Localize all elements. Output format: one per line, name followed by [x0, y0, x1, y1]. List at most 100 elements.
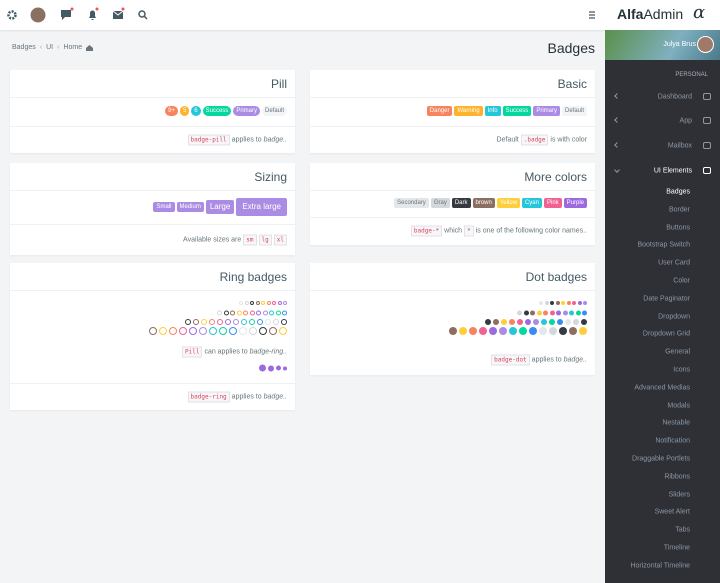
chat-icon[interactable] — [61, 10, 71, 20]
dot-badge — [543, 310, 548, 315]
dot-row — [485, 319, 587, 325]
footnote-text: is with color — [550, 136, 587, 144]
dot-badge — [549, 319, 555, 325]
submenu-item[interactable]: Bootstrap Switch — [637, 241, 690, 249]
dot-badge — [523, 310, 529, 315]
submenu-item[interactable]: Badges — [666, 188, 690, 196]
submenu-item[interactable]: Dropdown Grid — [642, 330, 690, 338]
badge[interactable]: Large — [205, 200, 235, 214]
ring-badge — [219, 327, 227, 335]
ring-badge — [193, 319, 199, 325]
dot-badge — [559, 327, 567, 335]
badge[interactable]: Primary — [533, 106, 560, 116]
footnote: Default .badge is with color — [497, 134, 587, 146]
home-icon — [86, 44, 94, 51]
logo-mark: α — [693, 2, 706, 23]
submenu-item[interactable]: Notification — [655, 437, 690, 445]
badge[interactable]: Success — [502, 106, 532, 116]
divider — [10, 224, 295, 225]
badge[interactable]: Pink — [543, 198, 562, 208]
user-avatar[interactable] — [697, 36, 714, 53]
submenu-item[interactable]: Tabs — [675, 526, 690, 534]
submenu-item[interactable]: Buttons — [666, 224, 690, 232]
avatar[interactable] — [30, 7, 46, 23]
dot-badge — [525, 319, 531, 325]
footnote-text: can applies to — [204, 348, 248, 356]
bell-icon[interactable] — [89, 10, 96, 20]
badge[interactable]: Medium — [176, 202, 204, 212]
dot-badge — [519, 327, 527, 335]
badge[interactable]: Default — [561, 106, 587, 116]
submenu-item[interactable]: Timeline — [663, 544, 690, 552]
footnote-code: badge-pill — [187, 134, 230, 146]
ring-badge — [261, 301, 265, 305]
ring-badge — [233, 319, 239, 325]
dot-badge — [529, 327, 537, 335]
submenu-item[interactable]: User Card — [658, 259, 690, 267]
submenu-item[interactable]: Nestable — [662, 419, 690, 427]
submenu-item[interactable]: Dropdown — [658, 313, 690, 321]
footnote-code: badge-ring — [187, 391, 230, 403]
submenu-item[interactable]: Modals — [667, 402, 690, 410]
badge[interactable]: Default — [261, 106, 287, 116]
badge[interactable]: Success — [202, 106, 232, 116]
menu-item[interactable]: Mailbox — [667, 142, 692, 150]
crumb[interactable]: Home — [63, 44, 83, 51]
menu-icon — [703, 167, 711, 174]
crumb[interactable]: Badges — [12, 44, 36, 51]
badge[interactable]: Gray — [430, 198, 450, 208]
badge[interactable]: 9+ — [165, 106, 178, 116]
dot-badge — [533, 319, 539, 325]
menu-icon[interactable] — [589, 11, 595, 19]
submenu-item[interactable]: Color — [673, 277, 690, 285]
user-name[interactable]: Julya Brus — [663, 41, 696, 48]
submenu-item[interactable]: Icons — [673, 366, 690, 374]
submenu-item[interactable]: Horizontal Timeline — [630, 562, 690, 570]
logo[interactable]: AlfaAdmin α — [605, 0, 720, 30]
settings-icon[interactable] — [7, 10, 17, 20]
crumb[interactable]: UI — [46, 44, 54, 51]
sidebar: Julya Brus PERSONAL Dashboard App Mailbox UI… — [605, 30, 720, 583]
badge[interactable]: 6 — [191, 106, 201, 116]
divider — [10, 97, 295, 98]
dot-badge — [459, 327, 467, 335]
search-icon[interactable] — [138, 10, 146, 18]
badge[interactable]: Secondary — [394, 198, 429, 208]
submenu-item[interactable]: Date Paginator — [643, 295, 690, 303]
dot-badge — [499, 327, 507, 335]
submenu-item[interactable]: Border — [668, 206, 690, 214]
ring-badge — [244, 301, 249, 305]
badge[interactable]: Warning — [454, 106, 483, 116]
card: Pill 9+ 5 6 Success Primary Default badge-pill a… — [10, 70, 295, 153]
badge[interactable]: Danger — [426, 106, 453, 116]
footnote-code: .badge — [520, 134, 549, 146]
dot-badge — [565, 319, 571, 325]
badge[interactable]: Cyan — [521, 198, 542, 208]
badge[interactable]: Dark — [451, 198, 471, 208]
menu-item[interactable]: App — [679, 117, 692, 125]
badge[interactable]: 5 — [179, 106, 190, 116]
footnote: badge-ring applies to badge.. — [187, 391, 287, 403]
menu-item[interactable]: UI Elements — [653, 167, 692, 175]
badge[interactable]: brown — [472, 198, 495, 208]
badge[interactable]: Purple — [563, 198, 587, 208]
submenu-item[interactable]: Advanced Medias — [634, 384, 690, 392]
logo-light: Admin — [643, 6, 684, 22]
menu-item[interactable]: Dashboard — [657, 93, 692, 101]
badge[interactable]: Info — [484, 106, 501, 116]
submenu-item[interactable]: Ribbons — [664, 473, 690, 481]
card-title: Pill — [270, 77, 287, 91]
submenu-item[interactable]: Sliders — [668, 491, 690, 499]
dot-badge — [566, 301, 571, 305]
badge[interactable]: Small — [153, 202, 175, 212]
submenu-item[interactable]: Draggable Portlets — [632, 455, 690, 463]
badge[interactable]: Yellow — [496, 198, 520, 208]
badge[interactable]: Primary — [233, 106, 260, 116]
badge[interactable]: Extra large — [236, 198, 287, 216]
submenu-item[interactable]: General — [665, 348, 690, 356]
dot-badge — [517, 310, 522, 315]
footnote: badge-dot applies to badge.. — [491, 354, 587, 366]
submenu-item[interactable]: Sweet Alert — [654, 508, 690, 516]
footnote-em: badge.. — [263, 393, 287, 401]
ring-badge — [269, 310, 274, 315]
